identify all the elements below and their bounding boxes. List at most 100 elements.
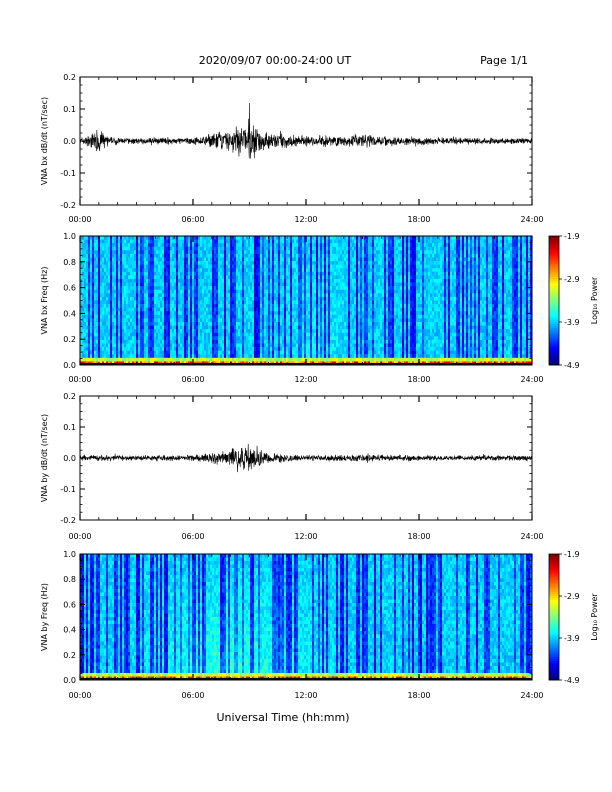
spectrogram-cell (212, 279, 215, 283)
spectrogram-cell (286, 322, 289, 326)
spectrogram-cell (296, 354, 299, 359)
spectrogram-cell (224, 261, 227, 265)
spectrogram-cell (304, 250, 307, 255)
spectrogram-cell (258, 253, 261, 258)
spectrogram-cell (268, 350, 271, 355)
spectrogram-cell (158, 253, 161, 258)
spectrogram-cell (256, 354, 259, 359)
spectrogram-cell (238, 354, 241, 359)
spectrogram-cell (232, 343, 235, 348)
y-tick-label: -0.2 (60, 201, 76, 210)
spectrogram-cell (244, 343, 247, 348)
spectrogram-cell (130, 329, 133, 334)
spectrogram-cell (200, 339, 203, 344)
spectrogram-cell (256, 243, 259, 248)
spectrogram-cell (324, 296, 327, 301)
spectrogram-cell (290, 307, 293, 312)
spectrogram-cell (306, 243, 309, 248)
spectrogram-cell (114, 354, 117, 359)
spectrogram-cell (222, 339, 225, 344)
spectrogram-cell (218, 304, 221, 308)
spectrogram-cell (284, 246, 287, 251)
spectrogram-cell (160, 336, 163, 341)
spectrogram-cell (132, 282, 135, 287)
spectrogram-cell (150, 246, 153, 251)
spectrogram-cell (202, 339, 205, 344)
spectrogram-cell (324, 257, 327, 262)
spectrogram-cell (264, 336, 267, 341)
spectrogram-cell (278, 325, 281, 330)
spectrogram-cell (122, 357, 125, 362)
spectrogram-cell (130, 296, 133, 301)
spectrogram-cell (80, 275, 83, 280)
spectrogram-cell (276, 275, 279, 280)
spectrogram-cell (256, 314, 259, 319)
spectrogram-cell (198, 347, 201, 351)
spectrogram-cell (106, 296, 109, 301)
spectrogram-cell (340, 261, 343, 265)
spectrogram-cell (258, 282, 261, 287)
spectrogram-cell (280, 329, 283, 334)
spectrogram-cell (266, 243, 269, 248)
spectrogram-cell (300, 357, 303, 362)
spectrogram-cell (322, 339, 325, 344)
spectrogram-cell (272, 246, 275, 251)
spectrogram-cell (234, 264, 237, 269)
spectrogram-cell (278, 257, 281, 262)
spectrogram-cell (114, 336, 117, 341)
spectrogram-cell (298, 282, 301, 287)
spectrogram-cell (172, 304, 175, 308)
spectrogram-cell (276, 347, 279, 351)
spectrogram-cell (194, 293, 197, 298)
spectrogram-cell (204, 339, 207, 344)
spectrogram-cell (132, 307, 135, 312)
spectrogram-cell (200, 325, 203, 330)
spectrogram-cell (178, 261, 181, 265)
spectrogram-cell (174, 279, 177, 283)
spectrogram-cell (82, 347, 85, 351)
spectrogram-cell (92, 279, 95, 283)
spectrogram-cell (298, 271, 301, 276)
spectrogram-cell (214, 354, 217, 359)
spectrogram-cell (350, 329, 353, 334)
spectrogram-cell (136, 307, 139, 312)
spectrogram-cell (88, 243, 91, 248)
spectrogram-cell (166, 322, 169, 326)
spectrogram-cell (172, 300, 175, 305)
spectrogram-cell (274, 257, 277, 262)
spectrogram-cell (180, 268, 183, 273)
spectrogram-cell (256, 268, 259, 273)
spectrogram-cell (164, 243, 167, 248)
spectrogram-cell (146, 322, 149, 326)
spectrogram-cell (94, 307, 97, 312)
spectrogram-cell (252, 239, 255, 244)
spectrogram-cell (118, 307, 121, 312)
spectrogram-cell (320, 347, 323, 351)
spectrogram-cell (254, 354, 257, 359)
spectrogram-cell (350, 354, 353, 359)
spectrogram-cell (120, 257, 123, 262)
spectrogram-cell (164, 314, 167, 319)
spectrogram-cell (276, 253, 279, 258)
spectrogram-cell (344, 318, 347, 323)
spectrogram-cell (304, 243, 307, 248)
spectrogram-cell (206, 318, 209, 323)
spectrogram-cell (126, 354, 129, 359)
spectrogram-cell (270, 332, 273, 337)
spectrogram-cell (302, 300, 305, 305)
spectrogram-cell (202, 289, 205, 294)
spectrogram-cell (236, 239, 239, 244)
spectrogram-cell (262, 268, 265, 273)
spectrogram-cell (332, 236, 335, 240)
spectrogram-cell (276, 339, 279, 344)
spectrogram-cell (88, 314, 91, 319)
spectrogram-cell (338, 336, 341, 341)
spectrogram-cell (88, 336, 91, 341)
spectrogram-cell (80, 350, 83, 355)
spectrogram-cell (322, 300, 325, 305)
spectrogram-cell (90, 329, 93, 334)
spectrogram-cell (270, 236, 273, 240)
spectrogram-cell (174, 304, 177, 308)
spectrogram-cell (242, 236, 245, 240)
spectrogram-cell (118, 339, 121, 344)
